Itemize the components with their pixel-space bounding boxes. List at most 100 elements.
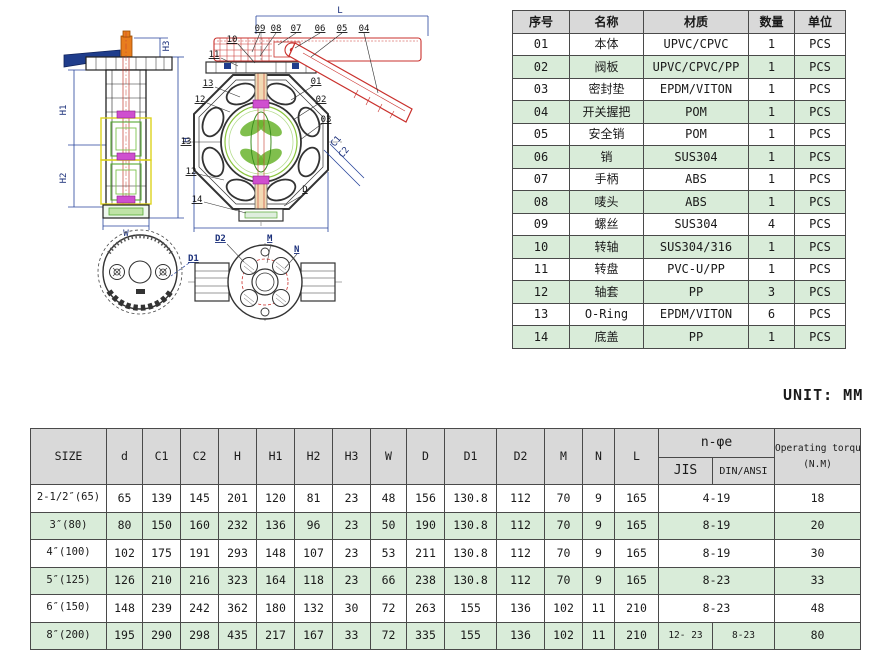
dim-label-n: N (294, 245, 299, 255)
table-cell: UPVC/CPVC (643, 32, 749, 56)
table-cell: 1 (748, 145, 795, 169)
parts-header-name: 名称 (569, 10, 644, 34)
table-cell: 160 (180, 511, 219, 540)
dim-table-header-row: SIZE d C1 C2 H H1 H2 H3 W D D1 D2 M N L … (30, 428, 861, 485)
table-cell: 1 (748, 32, 795, 56)
table-cell: 销 (569, 145, 644, 169)
table-cell: 33 (774, 566, 861, 595)
table-cell: 23 (332, 539, 371, 568)
table-cell: 80 (774, 621, 861, 650)
dim-label-l: L (337, 6, 342, 16)
table-cell: 239 (142, 594, 181, 623)
table-cell: SUS304 (643, 145, 749, 169)
table-cell: 195 (106, 621, 143, 650)
dim-label-h2: H2 (59, 173, 69, 184)
table-cell: 1 (748, 55, 795, 79)
table-cell: 72 (370, 594, 407, 623)
side-section-view: H1 H2 H H3 W (59, 30, 192, 239)
callout-08: 08 (271, 24, 282, 34)
table-cell: 8-23 (658, 594, 775, 623)
technical-drawing: H1 H2 H H3 W L (59, 6, 429, 321)
table-cell: 23 (332, 484, 371, 513)
table-cell: 04 (512, 100, 570, 124)
dim-header-w: W (370, 428, 407, 485)
dimensions-table-row: 6″(150) 148 239 242 362 180 132 30 72 263 155 136 10… (30, 594, 861, 623)
front-view: L (181, 6, 429, 232)
table-cell: 53 (370, 539, 407, 568)
dim-label-h1: H1 (59, 105, 69, 116)
table-cell: 9 (582, 566, 615, 595)
table-cell: 72 (370, 621, 407, 650)
dimensions-table-row: 2-1/2″(65) 65 139 145 201 120 81 23 48 156 130.8 11… (30, 484, 861, 513)
parts-table-row: 05 安全销 POM 1 PCS (512, 122, 846, 146)
table-cell: 23 (332, 566, 371, 595)
table-cell: PCS (794, 235, 846, 259)
seal-ring (252, 175, 270, 185)
callout-13: 13 (203, 79, 214, 89)
table-cell: 70 (544, 484, 583, 513)
parts-header-no: 序号 (512, 10, 570, 34)
dim-label-h3: H3 (162, 41, 172, 52)
table-cell: PCS (794, 212, 846, 236)
dim-header-c2: C2 (180, 428, 219, 485)
table-cell: PCS (794, 77, 846, 101)
table-cell: 148 (256, 539, 295, 568)
table-cell: 14 (512, 325, 570, 349)
table-cell: 3 (748, 280, 795, 304)
dim-header-bolt-pattern: n-φe (658, 428, 775, 458)
table-cell: 112 (496, 566, 545, 595)
table-cell: 23 (332, 511, 371, 540)
parts-table-header-row: 序号 名称 材质 数量 单位 (512, 10, 846, 34)
table-cell: 2-1/2″(65) (30, 484, 107, 513)
table-cell: PP (643, 325, 749, 349)
table-cell: 155 (444, 594, 497, 623)
table-cell: 1 (748, 325, 795, 349)
table-cell: 211 (406, 539, 445, 568)
dim-header-l: L (614, 428, 659, 485)
leader-lines (194, 32, 379, 214)
table-cell: 8-19 (658, 511, 775, 540)
table-cell: 242 (180, 594, 219, 623)
table-cell: 轴套 (569, 280, 644, 304)
table-cell: EPDM/VITON (643, 77, 749, 101)
table-cell: 66 (370, 566, 407, 595)
table-cell: 210 (142, 566, 181, 595)
table-cell: 148 (106, 594, 143, 623)
table-cell: 164 (256, 566, 295, 595)
table-cell: 136 (496, 621, 545, 650)
dimensions-table: SIZE d C1 C2 H H1 H2 H3 W D D1 D2 M N L … (30, 428, 861, 650)
table-cell: 12- 23 (658, 621, 713, 650)
table-cell: 08 (512, 190, 570, 214)
table-cell: SUS304/316 (643, 235, 749, 259)
dim-header-h1: H1 (256, 428, 295, 485)
table-cell: PCS (794, 122, 846, 146)
table-cell: PCS (794, 302, 846, 326)
parts-header-material: 材质 (643, 10, 749, 34)
table-cell: 11 (582, 621, 615, 650)
table-cell: PCS (794, 257, 846, 281)
table-cell: 3″(80) (30, 511, 107, 540)
valve-body-inner (198, 79, 324, 205)
table-cell: 165 (614, 539, 659, 568)
table-cell: 139 (142, 484, 181, 513)
table-cell: 9 (582, 539, 615, 568)
dim-label-d2: D2 (215, 234, 226, 244)
table-cell: 107 (294, 539, 333, 568)
dimensions-table-row: 3″(80) 80 150 160 232 136 96 23 50 190 130.8 112 70 9… (30, 511, 861, 540)
parts-header-qty: 数量 (748, 10, 795, 34)
callout-04: 04 (359, 24, 370, 34)
table-cell: 167 (294, 621, 333, 650)
bottom-cover-front-inner (244, 211, 278, 219)
dimensions-table-row: 4″(100) 102 175 191 293 148 107 23 53 211 130.8 112… (30, 539, 861, 568)
table-cell: 130.8 (444, 484, 497, 513)
table-cell: UPVC/CPVC/PP (643, 55, 749, 79)
table-cell: 20 (774, 511, 861, 540)
table-cell: 10 (512, 235, 570, 259)
disc-bottom-view: D1 (97, 229, 199, 315)
parts-table-row: 10 转轴 SUS304/316 1 PCS (512, 235, 846, 259)
table-cell: PCS (794, 55, 846, 79)
table-cell: 130.8 (444, 566, 497, 595)
table-cell: 18 (774, 484, 861, 513)
table-cell: 11 (582, 594, 615, 623)
table-cell: 5″(125) (30, 566, 107, 595)
